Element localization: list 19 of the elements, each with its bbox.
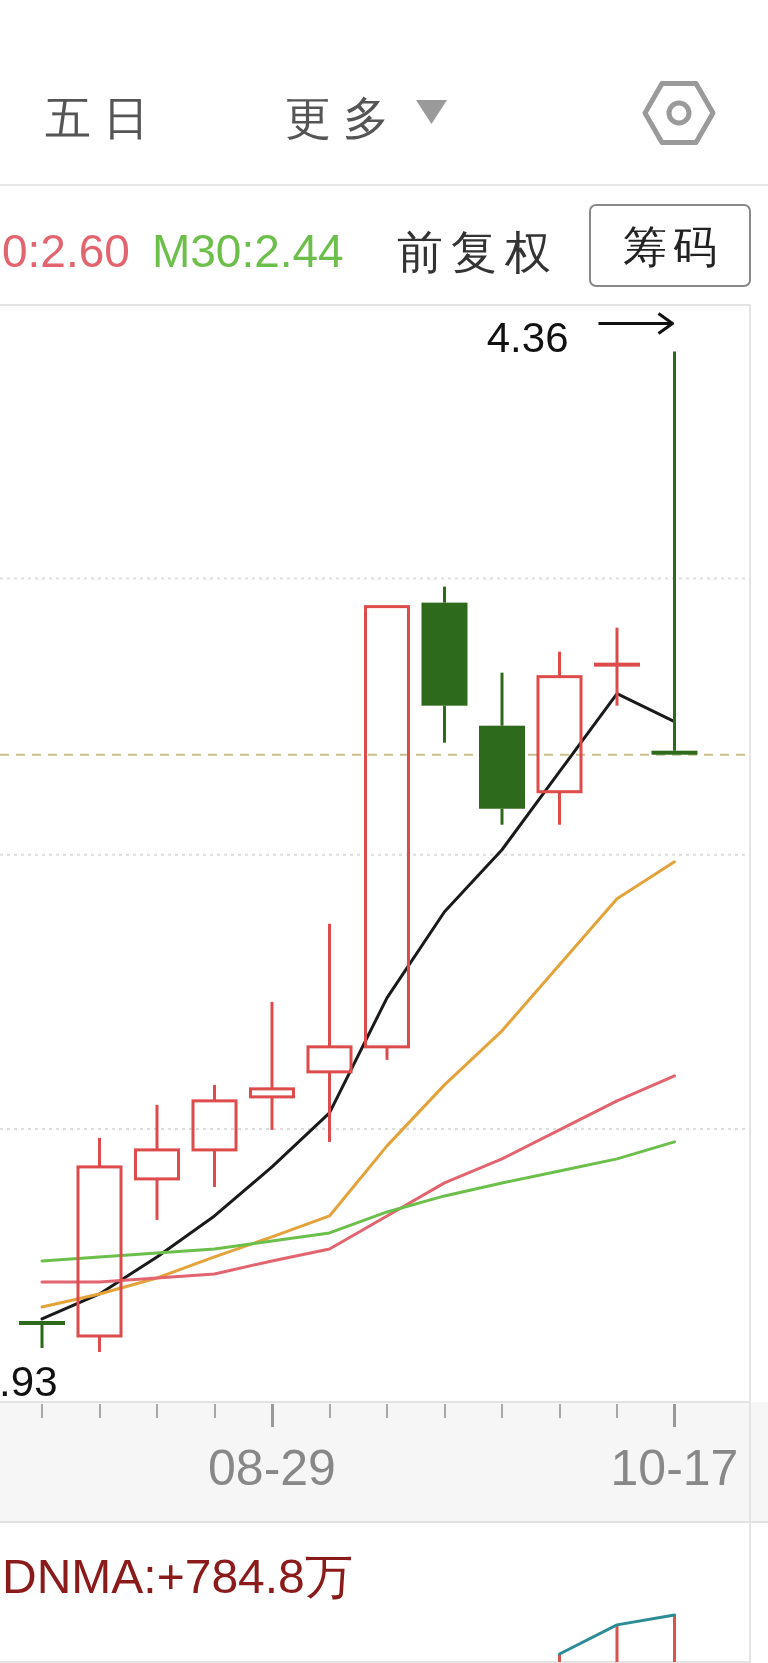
text: 更多	[285, 92, 401, 144]
x-tick-label: 08-29	[208, 1440, 336, 1496]
candlestick	[421, 586, 468, 743]
candlestick	[594, 627, 640, 706]
text: 筹码	[623, 222, 723, 271]
annotation: 4.36	[486, 313, 569, 361]
chart-title: DNMA:+784.8万	[2, 1550, 353, 1603]
candlestick	[536, 651, 583, 825]
text: 前复权	[397, 226, 559, 278]
candlestick	[134, 1103, 180, 1220]
text: .93	[0, 1358, 58, 1405]
x-tick-label: 10-17	[610, 1440, 739, 1496]
candlestick	[306, 922, 353, 1142]
text: 五日	[45, 92, 161, 144]
text: 0:2.60	[2, 225, 130, 277]
candlestick	[479, 672, 525, 825]
candlestick	[76, 1136, 123, 1352]
candlestick	[249, 1000, 295, 1130]
text: M30:2.44	[151, 225, 344, 277]
